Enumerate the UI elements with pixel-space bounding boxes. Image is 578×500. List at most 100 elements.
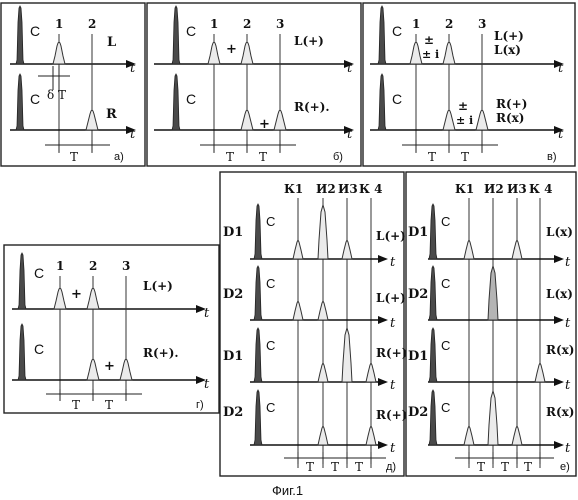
reference-pulse-c bbox=[18, 324, 26, 380]
signal-pulse bbox=[293, 301, 303, 320]
row-label: R(+) bbox=[376, 408, 407, 422]
row-label-R-plus: R(+). bbox=[143, 346, 179, 360]
reference-pulse-c bbox=[429, 390, 437, 445]
signal-pulse bbox=[86, 110, 98, 130]
axis-label-t: t bbox=[558, 127, 564, 142]
marker-label-3: 3 bbox=[478, 17, 486, 31]
row-label-L-plus: L(+) bbox=[494, 29, 524, 43]
row-label-D2: D2 bbox=[408, 287, 428, 302]
marker-label-1: 1 bbox=[55, 17, 63, 31]
panel-b-frame bbox=[147, 3, 361, 166]
row-label: R(x) bbox=[546, 405, 574, 419]
row-label-R-plus: R(+). bbox=[294, 100, 330, 114]
reference-pulse-c bbox=[172, 6, 180, 64]
axis-arrow bbox=[554, 378, 564, 386]
marker-label-2: 2 bbox=[88, 17, 96, 31]
axis-label-t: t bbox=[565, 316, 571, 331]
reference-pulse-c bbox=[254, 266, 262, 320]
signal-pulse bbox=[410, 42, 422, 64]
marker-label-1: 1 bbox=[210, 17, 218, 31]
signal-pulse bbox=[53, 42, 65, 64]
signal-pulse bbox=[318, 301, 328, 320]
row-label-R-x: R(x) bbox=[496, 111, 524, 125]
signal-pulse bbox=[366, 363, 376, 382]
signal-pulse bbox=[464, 426, 474, 445]
marker-label-k1: К1 bbox=[284, 182, 303, 196]
marker-label-i2: И2 bbox=[316, 182, 336, 196]
label-c: С bbox=[266, 338, 275, 353]
marker-label-i2: И2 bbox=[484, 182, 504, 196]
marker-label-k1: К1 bbox=[455, 182, 474, 196]
signal-pulse bbox=[464, 240, 474, 259]
label-c: С bbox=[266, 400, 275, 415]
pm-i-label: ± i bbox=[422, 48, 439, 61]
signal-pulse bbox=[476, 110, 488, 130]
panel-tag-d: д) bbox=[386, 461, 396, 473]
row-label-L-x: L(x) bbox=[494, 43, 521, 57]
reference-pulse-c bbox=[429, 204, 437, 259]
period-label: T bbox=[477, 460, 485, 474]
row-label-L-plus: L(+) bbox=[294, 34, 324, 48]
panel-g: t С 1 2 3 + L(+) t С + R(+). T T г) bbox=[4, 245, 219, 413]
row-label: L(x) bbox=[546, 225, 573, 239]
axis-label-t: t bbox=[390, 441, 396, 456]
signal-pulse bbox=[366, 426, 376, 445]
axis-label-t: t bbox=[565, 255, 571, 270]
row-label-D1: D1 bbox=[408, 349, 428, 364]
marker-label-2: 2 bbox=[445, 17, 453, 31]
row-label: R(x) bbox=[546, 343, 574, 357]
pm-sign: ± bbox=[458, 99, 468, 113]
axis-arrow bbox=[554, 255, 564, 263]
panel-tag-a: а) bbox=[114, 151, 124, 163]
marker-label-3: 3 bbox=[276, 17, 284, 31]
axis-label-t: t bbox=[390, 378, 396, 393]
axis-arrow bbox=[554, 441, 564, 449]
axis-label-t: t bbox=[204, 306, 210, 321]
reference-pulse-c bbox=[172, 74, 180, 130]
reference-pulse-c bbox=[429, 328, 437, 382]
signal-pulse bbox=[87, 288, 99, 309]
row-label-D1: D1 bbox=[223, 349, 243, 364]
pm-sign: ± bbox=[424, 33, 434, 47]
panel-a-frame bbox=[1, 3, 145, 166]
row-label-L-plus: L(+) bbox=[143, 279, 173, 293]
signal-pulse bbox=[87, 359, 99, 380]
marker-label-i3: И3 bbox=[507, 182, 527, 196]
signal-pulse bbox=[488, 266, 498, 320]
delta-t-label: δ T bbox=[47, 88, 66, 102]
reference-pulse-c bbox=[18, 253, 26, 309]
row-label-D1: D1 bbox=[223, 225, 243, 240]
label-c: С bbox=[30, 91, 40, 107]
period-label: T bbox=[355, 460, 363, 474]
label-c: С bbox=[34, 341, 44, 357]
row-label-R-plus: R(+) bbox=[496, 97, 527, 111]
period-label: T bbox=[259, 150, 267, 164]
label-c: С bbox=[441, 400, 450, 415]
axis-arrow bbox=[378, 316, 388, 324]
label-c: С bbox=[441, 214, 450, 229]
signal-pulse bbox=[512, 240, 522, 259]
panel-tag-g: г) bbox=[196, 399, 204, 411]
plus-sign: + bbox=[226, 42, 237, 57]
label-c: С bbox=[30, 23, 40, 39]
axis-label-t: t bbox=[390, 316, 396, 331]
axis-arrow bbox=[378, 378, 388, 386]
signal-pulse bbox=[512, 426, 522, 445]
period-label: T bbox=[306, 460, 314, 474]
row-label-D2: D2 bbox=[223, 287, 243, 302]
period-label: T bbox=[524, 460, 532, 474]
label-c: С bbox=[441, 276, 450, 291]
period-label: T bbox=[428, 150, 436, 164]
axis-label-t: t bbox=[347, 127, 353, 142]
signal-pulse bbox=[241, 110, 253, 130]
axis-label-t: t bbox=[565, 441, 571, 456]
axis-arrow bbox=[378, 255, 388, 263]
marker-label-1: 1 bbox=[412, 17, 420, 31]
panel-v: t С 1 2 3 ± ± i L(+) L(x) t С ± ± i R(+)… bbox=[363, 3, 575, 166]
marker-label-3: 3 bbox=[122, 259, 130, 273]
label-c: С bbox=[34, 265, 44, 281]
reference-pulse-c bbox=[378, 6, 386, 64]
signal-pulse bbox=[241, 42, 253, 64]
reference-pulse-c bbox=[254, 328, 262, 382]
